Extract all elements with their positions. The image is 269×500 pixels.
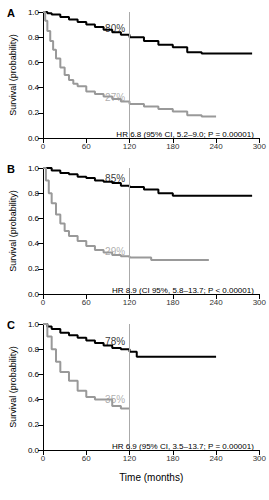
svg-text:180: 180 <box>166 298 180 307</box>
svg-text:Survival (probability): Survival (probability) <box>8 190 18 272</box>
svg-text:B: B <box>7 163 15 175</box>
svg-text:240: 240 <box>209 298 223 307</box>
svg-text:1.0: 1.0 <box>28 164 40 173</box>
svg-text:78%: 78% <box>105 336 126 348</box>
svg-text:0.2: 0.2 <box>28 420 40 429</box>
svg-text:Time (months): Time (months) <box>119 472 183 483</box>
svg-text:0.2: 0.2 <box>28 264 40 273</box>
svg-text:0.8: 0.8 <box>28 345 40 354</box>
svg-text:HR 8.9 (CI 95%, 5.8–13.7; P <: HR 8.9 (CI 95%, 5.8–13.7; P < 0.00001) <box>112 286 254 295</box>
svg-text:0.4: 0.4 <box>28 395 40 404</box>
svg-text:240: 240 <box>209 454 223 463</box>
svg-text:0.6: 0.6 <box>28 370 40 379</box>
svg-text:Survival (probability): Survival (probability) <box>8 34 18 116</box>
svg-text:35%: 35% <box>105 394 126 406</box>
svg-text:1.0: 1.0 <box>28 8 40 17</box>
svg-text:60: 60 <box>82 142 91 151</box>
svg-text:240: 240 <box>209 142 223 151</box>
svg-text:C: C <box>7 319 15 331</box>
svg-text:0.6: 0.6 <box>28 214 40 223</box>
svg-text:0.2: 0.2 <box>28 108 40 117</box>
svg-text:0: 0 <box>41 298 46 307</box>
svg-text:Survival (probability): Survival (probability) <box>8 346 18 428</box>
svg-text:180: 180 <box>166 454 180 463</box>
svg-text:0.8: 0.8 <box>28 33 40 42</box>
svg-text:HR 6.8 (95% CI, 5.2–9.0; P = 0: HR 6.8 (95% CI, 5.2–9.0; P = 0.00001) <box>116 130 254 139</box>
svg-text:300: 300 <box>253 142 267 151</box>
svg-text:180: 180 <box>166 142 180 151</box>
svg-text:0.6: 0.6 <box>28 58 40 67</box>
svg-text:80%: 80% <box>105 22 126 34</box>
svg-text:0: 0 <box>41 142 46 151</box>
svg-text:300: 300 <box>253 454 267 463</box>
svg-text:300: 300 <box>253 298 267 307</box>
svg-text:0.4: 0.4 <box>28 239 40 248</box>
svg-text:27%: 27% <box>105 92 126 104</box>
svg-text:A: A <box>7 7 15 19</box>
svg-text:0.8: 0.8 <box>28 189 40 198</box>
svg-text:0: 0 <box>41 454 46 463</box>
svg-text:120: 120 <box>123 298 137 307</box>
svg-text:HR 6.9 (95% CI, 3.5–13.7; P =: HR 6.9 (95% CI, 3.5–13.7; P = 0.00001) <box>112 442 254 451</box>
svg-text:0.0: 0.0 <box>28 446 40 455</box>
svg-text:120: 120 <box>123 454 137 463</box>
svg-text:85%: 85% <box>105 172 126 184</box>
svg-text:1.0: 1.0 <box>28 320 40 329</box>
svg-text:29%: 29% <box>105 245 126 257</box>
svg-text:60: 60 <box>82 454 91 463</box>
svg-text:60: 60 <box>82 298 91 307</box>
svg-text:0.0: 0.0 <box>28 134 40 143</box>
svg-text:120: 120 <box>123 142 137 151</box>
svg-text:0.0: 0.0 <box>28 290 40 299</box>
svg-text:0.4: 0.4 <box>28 83 40 92</box>
